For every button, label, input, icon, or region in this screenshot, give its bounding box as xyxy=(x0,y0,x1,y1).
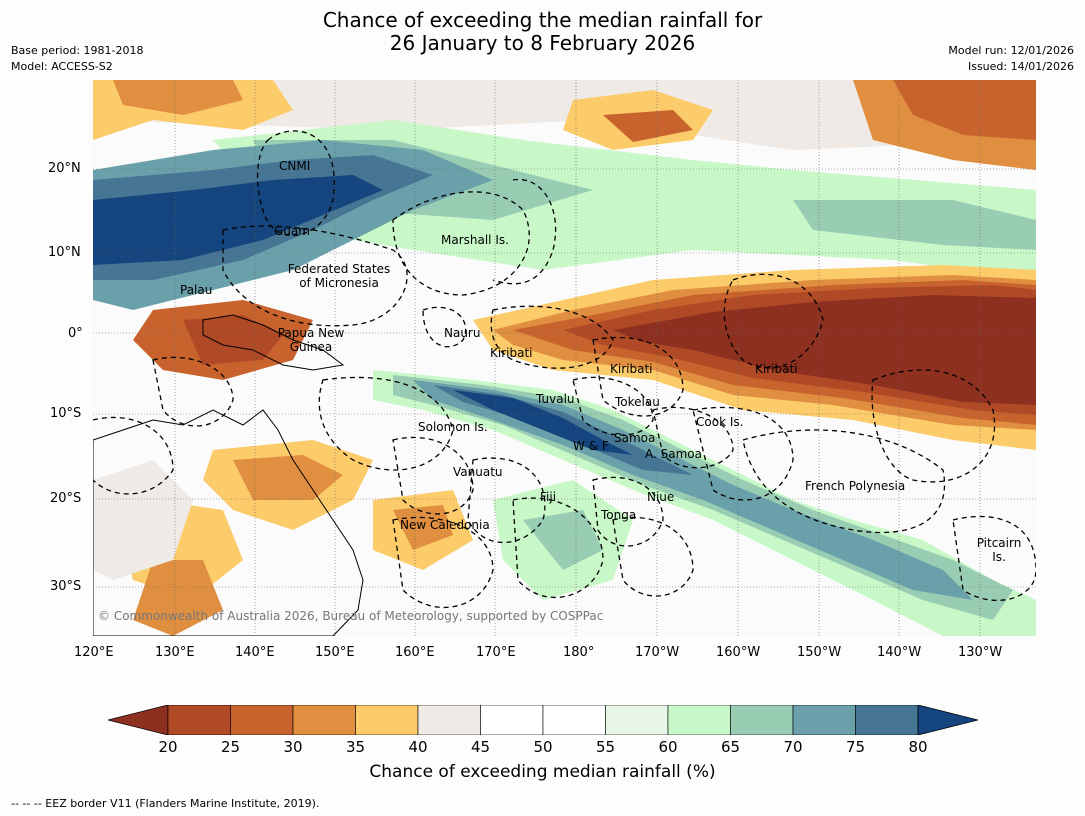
label-pitcairn-2: Is. xyxy=(992,550,1006,564)
label-cook-is: Cook Is. xyxy=(696,415,744,429)
lon-tick-150w: 150°W xyxy=(797,645,842,660)
rainfall-map: CNMI Guam Marshall Is. Federated States … xyxy=(93,80,1036,636)
colorbar xyxy=(108,705,978,735)
label-fsm-1: Federated States xyxy=(287,262,391,276)
lon-tick-170e: 170°E xyxy=(476,645,516,660)
colorbar-tick-label: 35 xyxy=(345,738,366,756)
colorbar-segment xyxy=(355,705,419,735)
lon-tick-120e: 120°E xyxy=(74,645,114,660)
colorbar-tick-label: 30 xyxy=(283,738,303,756)
label-kiribati-central: Kiribati xyxy=(610,362,653,376)
lat-tick-20n: 20°N xyxy=(48,161,81,176)
colorbar-segment xyxy=(667,705,731,735)
label-kiribati-west: Kiribati xyxy=(490,346,533,360)
colorbar-low-extension xyxy=(108,705,169,735)
label-fiji: Fiji xyxy=(540,490,557,504)
lat-tick-10s: 10°S xyxy=(50,406,82,421)
label-nauru: Nauru xyxy=(444,326,481,340)
copyright-credit: © Commonwealth of Australia 2026, Bureau… xyxy=(98,609,604,623)
label-png-2: Guinea xyxy=(289,340,333,354)
colorbar-segment xyxy=(605,705,669,735)
colorbar-segment xyxy=(167,705,231,735)
label-cnmi: CNMI xyxy=(279,159,311,173)
lat-tick-30s: 30°S xyxy=(50,579,82,594)
label-niue: Niue xyxy=(647,490,675,504)
lon-tick-140w: 140°W xyxy=(877,645,922,660)
colorbar-tick-label: 75 xyxy=(845,738,866,756)
lon-tick-180: 180° xyxy=(563,645,595,660)
label-tonga: Tonga xyxy=(601,508,637,522)
lon-tick-160w: 160°W xyxy=(716,645,761,660)
eez-legend-note: -- -- -- EEZ border V11 (Flanders Marine… xyxy=(11,797,320,810)
colorbar-segment xyxy=(792,705,856,735)
colorbar-tick-label: 25 xyxy=(220,738,241,756)
label-wallis-futuna: W & F xyxy=(573,439,609,453)
meta-right: Model run: 12/01/2026 Issued: 14/01/2026 xyxy=(948,43,1074,75)
colorbar-segment xyxy=(417,705,481,735)
colorbar-high-extension xyxy=(917,705,978,735)
label-samoa: Samoa xyxy=(614,431,656,445)
colorbar-tick-label: 65 xyxy=(720,738,741,756)
lon-tick-160e: 160°E xyxy=(395,645,435,660)
colorbar-tick-label: 60 xyxy=(658,738,678,756)
colorbar-tick-label: 45 xyxy=(470,738,491,756)
label-marshall-is: Marshall Is. xyxy=(441,233,509,247)
label-french-polynesia: French Polynesia xyxy=(805,479,906,493)
label-png-1: Papua New xyxy=(277,326,345,340)
lat-tick-20s: 20°S xyxy=(50,491,82,506)
meta-left: Base period: 1981-2018 Model: ACCESS-S2 xyxy=(11,43,143,75)
label-kiribati-east: Kiribati xyxy=(755,362,798,376)
colorbar-segment xyxy=(542,705,606,735)
issued-date: Issued: 14/01/2026 xyxy=(967,60,1074,73)
label-pitcairn-1: Pitcairn xyxy=(976,536,1022,550)
lat-tick-0: 0° xyxy=(68,326,83,341)
model-name: Model: ACCESS-S2 xyxy=(11,60,113,73)
lon-tick-150e: 150°E xyxy=(315,645,355,660)
label-new-caledonia: New Caledonia xyxy=(400,518,490,532)
colorbar-tick-label: 40 xyxy=(408,738,428,756)
title-line-2: 26 January to 8 February 2026 xyxy=(389,31,696,55)
label-tokelau: Tokelau xyxy=(615,395,660,409)
map-canvas xyxy=(93,80,1036,636)
title-line-1: Chance of exceeding the median rainfall … xyxy=(322,8,763,32)
lat-tick-10n: 10°N xyxy=(48,245,81,260)
colorbar-tick-label: 55 xyxy=(595,738,616,756)
colorbar-segment xyxy=(480,705,544,735)
colorbar-tick-label: 70 xyxy=(783,738,803,756)
label-american-samoa: A. Samoa xyxy=(645,447,702,461)
colorbar-tick-label: 20 xyxy=(158,738,178,756)
colorbar-tick-label: 80 xyxy=(908,738,928,756)
colorbar-segment xyxy=(855,705,919,735)
base-period: Base period: 1981-2018 xyxy=(11,44,144,57)
colorbar-segment xyxy=(230,705,294,735)
lon-tick-170w: 170°W xyxy=(635,645,680,660)
label-palau: Palau xyxy=(180,283,213,297)
model-run: Model run: 12/01/2026 xyxy=(948,44,1074,57)
label-guam: Guam xyxy=(274,224,310,238)
colorbar-segment xyxy=(730,705,794,735)
label-vanuatu: Vanuatu xyxy=(453,465,503,479)
lon-tick-140e: 140°E xyxy=(235,645,275,660)
colorbar-tick-label: 50 xyxy=(533,738,553,756)
colorbar-segment xyxy=(292,705,356,735)
colorbar-label: Chance of exceeding median rainfall (%) xyxy=(369,762,716,782)
lon-tick-130e: 130°E xyxy=(155,645,195,660)
lon-tick-130w: 130°W xyxy=(958,645,1003,660)
label-tuvalu: Tuvalu xyxy=(536,392,575,406)
label-solomon-is: Solomon Is. xyxy=(418,420,488,434)
label-fsm-2: of Micronesia xyxy=(299,276,379,290)
